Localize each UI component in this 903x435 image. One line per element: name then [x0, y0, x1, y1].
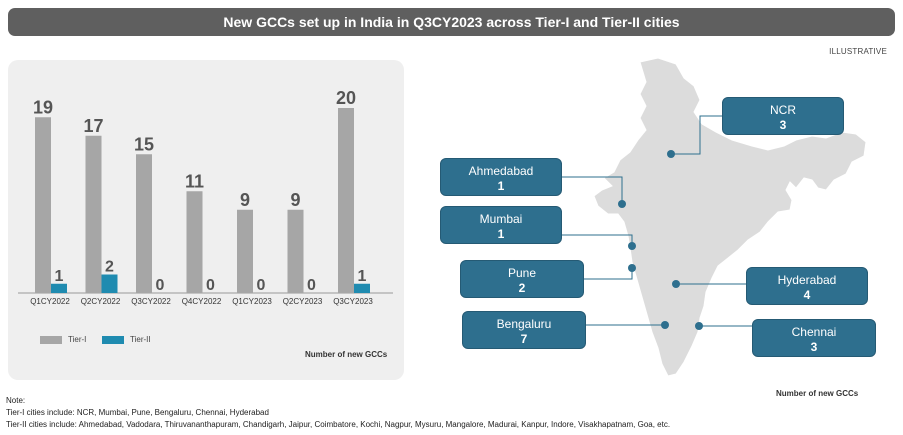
notes-heading: Note: [6, 396, 26, 405]
data-label-tier2-Q4CY2022: 0 [206, 277, 215, 294]
bar-tier1-Q4CY2022 [186, 191, 203, 293]
city-count-ncr: 3 [779, 118, 787, 132]
illustrative-label: ILLUSTRATIVE [829, 47, 887, 56]
city-count-bengaluru: 7 [520, 332, 528, 346]
leader-line-mumbai [562, 234, 633, 246]
notes-tier2: Tier-II cities include: Ahmedabad, Vadod… [6, 420, 671, 429]
bar-tier1-Q2CY2023 [287, 209, 304, 293]
city-box-chennai: Chennai 3 [752, 319, 876, 357]
city-dot-pune [628, 264, 636, 272]
city-box-pune: Pune 2 [460, 260, 584, 298]
bar-tier2-Q2CY2022 [101, 274, 118, 293]
bar-tier1-Q2CY2022 [85, 135, 102, 293]
city-box-ahmedabad: Ahmedabad 1 [440, 158, 562, 196]
data-label-tier2-Q3CY2023: 1 [358, 268, 367, 285]
legend-swatch-tier2 [102, 335, 124, 344]
data-label-tier2-Q3CY2022: 0 [156, 277, 165, 294]
data-label-tier2-Q2CY2023: 0 [307, 277, 316, 294]
x-tick-label-Q4CY2022: Q4CY2022 [182, 297, 222, 306]
notes-tier1: Tier-I cities include: NCR, Mumbai, Pune… [6, 408, 269, 417]
bar-tier2-Q3CY2023 [354, 283, 370, 293]
city-name-hyderabad: Hyderabad [777, 273, 837, 287]
x-tick-label-Q1CY2022: Q1CY2022 [30, 297, 70, 306]
bar-tier1-Q1CY2023 [237, 209, 253, 293]
data-label-tier1-Q1CY2023: 9 [240, 190, 250, 210]
india-map-shape [593, 57, 867, 377]
x-tick-label-Q2CY2023: Q2CY2023 [283, 297, 323, 306]
data-label-tier1-Q2CY2022: 17 [83, 116, 103, 136]
city-name-bengaluru: Bengaluru [496, 317, 552, 331]
city-name-ahmedabad: Ahmedabad [468, 164, 534, 178]
legend-item-tier1: Tier-I [40, 335, 86, 344]
city-dot-bengaluru [661, 321, 669, 329]
x-tick-label-Q2CY2022: Q2CY2022 [81, 297, 121, 306]
bar-chart: 191Q1CY2022172Q2CY2022150Q3CY2022110Q4CY… [18, 88, 393, 306]
x-tick-label-Q1CY2023: Q1CY2023 [232, 297, 272, 306]
notes: Note: Tier-I cities include: NCR, Mumbai… [6, 395, 670, 431]
data-label-tier1-Q1CY2022: 19 [33, 97, 53, 117]
data-label-tier2-Q2CY2022: 2 [105, 259, 114, 276]
city-dot-ncr [667, 150, 675, 158]
legend-label-tier2: Tier-II [130, 335, 151, 344]
city-count-ahmedabad: 1 [497, 179, 505, 193]
legend-swatch-tier1 [40, 335, 62, 344]
bar-tier1-Q3CY2022 [136, 154, 152, 293]
data-label-tier1-Q4CY2022: 11 [185, 171, 204, 191]
data-label-tier2-Q1CY2023: 0 [257, 277, 266, 294]
leader-line-pune [584, 268, 633, 280]
bar-tier1-Q3CY2023 [338, 108, 354, 293]
data-label-tier1-Q3CY2022: 15 [134, 134, 154, 154]
city-name-pune: Pune [507, 266, 537, 280]
city-dot-chennai [695, 322, 703, 330]
leader-line-ahmedabad [562, 176, 623, 204]
city-count-mumbai: 1 [497, 227, 505, 241]
data-label-tier1-Q3CY2023: 20 [336, 88, 356, 108]
city-name-ncr: NCR [770, 103, 796, 117]
city-count-hyderabad: 4 [803, 288, 811, 302]
city-dot-hyderabad [672, 280, 680, 288]
data-label-tier2-Q1CY2022: 1 [55, 268, 64, 285]
city-box-mumbai: Mumbai 1 [440, 206, 562, 244]
x-tick-label-Q3CY2022: Q3CY2022 [131, 297, 171, 306]
bar-tier1-Q1CY2022 [35, 117, 51, 293]
page-title: New GCCs set up in India in Q3CY2023 acr… [8, 8, 895, 36]
legend-label-tier1: Tier-I [68, 335, 87, 344]
chart-unit-label: Number of new GCCs [305, 350, 388, 359]
city-dot-ahmedabad [618, 200, 626, 208]
map-unit-label: Number of new GCCs [776, 389, 859, 398]
city-count-chennai: 3 [810, 340, 818, 354]
city-box-hyderabad: Hyderabad 4 [746, 267, 868, 305]
city-box-ncr: NCR 3 [722, 97, 844, 135]
city-box-bengaluru: Bengaluru 7 [462, 311, 586, 349]
city-name-chennai: Chennai [791, 325, 837, 339]
x-tick-label-Q3CY2023: Q3CY2023 [333, 297, 373, 306]
city-name-mumbai: Mumbai [479, 212, 523, 226]
leader-line-ncr [671, 115, 722, 155]
bar-tier2-Q1CY2022 [51, 283, 67, 293]
city-count-pune: 2 [518, 281, 526, 295]
data-label-tier1-Q2CY2023: 9 [290, 190, 300, 210]
city-dot-mumbai [628, 242, 636, 250]
legend-item-tier2: Tier-II [102, 335, 151, 344]
